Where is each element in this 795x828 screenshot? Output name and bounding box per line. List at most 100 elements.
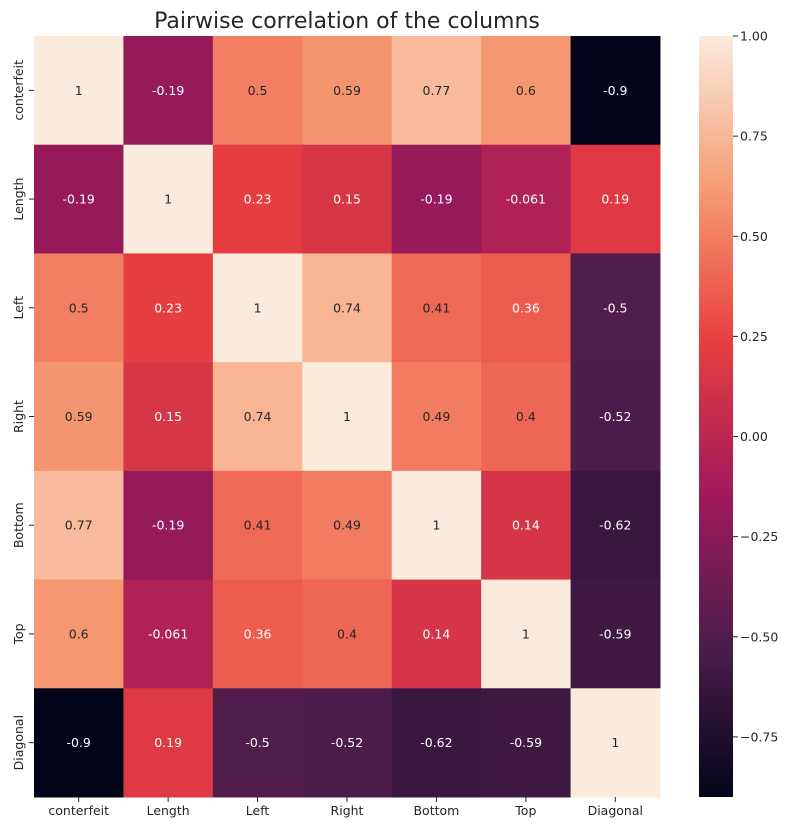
y-tick-label: Right — [11, 400, 26, 433]
cell-value-label: 0.19 — [154, 735, 182, 750]
heatmap-cell — [302, 470, 393, 581]
cell-value-label: 1 — [343, 409, 351, 424]
x-tick-label: Bottom — [413, 803, 459, 818]
heatmap-cell — [570, 362, 661, 472]
cell-value-label: 0.23 — [244, 192, 272, 207]
colorbar: 1.00 0.75 0.50 0.25 0.00 −0.25 −0.50 −0.75 — [699, 29, 778, 797]
heatmap-cell — [391, 688, 482, 798]
cell-value-label: 0.19 — [601, 192, 629, 207]
x-axis: conterfeit Length Left Right Bottom Top Diagon… — [48, 797, 643, 818]
heatmap-cell — [123, 362, 214, 472]
cell-value-label: -0.59 — [599, 626, 631, 641]
heatmap-cell — [212, 688, 303, 798]
x-tick-label: conterfeit — [48, 803, 109, 818]
cell-value-label: -0.061 — [148, 626, 188, 641]
heatmap-cell — [570, 253, 661, 363]
colorbar-tick-label: 0.25 — [740, 329, 768, 344]
heatmap-cell — [570, 36, 661, 146]
y-axis: conterfeit Length Left Right Bottom Top Diagon… — [11, 60, 34, 770]
cell-value-label: 1 — [254, 300, 262, 315]
colorbar-tick-label: 0.50 — [740, 229, 768, 244]
y-tick-label: Left — [11, 296, 26, 320]
cell-value-label: 0.14 — [423, 626, 451, 641]
heatmap-cell — [302, 688, 393, 798]
cell-value-label: 0.6 — [69, 626, 89, 641]
cell-value-label: -0.9 — [67, 735, 91, 750]
heatmap-cell — [34, 579, 124, 689]
heatmap-cell — [481, 36, 572, 146]
y-tick-label: Length — [11, 178, 26, 221]
heatmap-cell — [570, 470, 661, 581]
cell-value-label: -0.5 — [245, 735, 269, 750]
x-tick-label: Right — [331, 803, 364, 818]
heatmap-cell — [302, 144, 393, 254]
cell-value-label: 0.41 — [423, 300, 451, 315]
heatmap-cell — [212, 362, 303, 472]
heatmap-cell — [302, 579, 393, 689]
cell-value-label: -0.19 — [152, 518, 184, 533]
heatmap-cell — [481, 470, 572, 581]
cell-value-label: 1 — [432, 518, 440, 533]
heatmap-cell — [34, 144, 124, 254]
heatmap-cell — [302, 253, 393, 363]
heatmap-cell — [34, 362, 124, 472]
heatmap-cell — [570, 144, 661, 254]
cell-value-label: -0.52 — [599, 409, 631, 424]
cell-value-label: 1 — [522, 626, 530, 641]
heatmap-cell — [481, 253, 572, 363]
heatmap-cell — [570, 579, 661, 689]
cell-value-label: 0.6 — [516, 83, 536, 98]
x-tick-label: Top — [514, 803, 536, 818]
heatmap-cell — [34, 253, 124, 363]
cell-value-label: -0.061 — [506, 192, 546, 207]
heatmap-cell — [123, 253, 214, 363]
cell-value-label: 0.15 — [154, 409, 182, 424]
cell-value-label: 0.23 — [154, 300, 182, 315]
cell-value-label: -0.19 — [420, 192, 452, 207]
heatmap-cell — [212, 470, 303, 581]
colorbar-tick-label: 1.00 — [740, 29, 768, 44]
heatmap-cell — [123, 36, 214, 146]
cell-value-label: -0.62 — [599, 518, 631, 533]
heatmap-cell — [391, 579, 482, 689]
heatmap-cell — [123, 470, 214, 581]
cell-value-label: 0.49 — [423, 409, 451, 424]
heatmap-cell — [481, 144, 572, 254]
chart-title: Pairwise correlation of the columns — [154, 9, 540, 34]
cell-value-label: 0.5 — [69, 300, 89, 315]
cell-value-label: 0.4 — [516, 409, 536, 424]
heatmap-cell-labels: 1 -0.19 0.5 0.59 0.77 0.6 -0.9 -0.19 1 0.23 0.15 -0… — [63, 83, 632, 750]
heatmap-cell — [481, 579, 572, 689]
heatmap-cell — [123, 688, 214, 798]
cell-value-label: 0.5 — [248, 83, 268, 98]
cell-value-label: 0.77 — [65, 518, 93, 533]
cell-value-label: -0.19 — [63, 192, 95, 207]
cell-value-label: 0.59 — [333, 83, 361, 98]
heatmap-cell — [212, 144, 303, 254]
cell-value-label: 0.4 — [337, 626, 357, 641]
heatmap-cells — [34, 36, 661, 798]
y-tick-label: conterfeit — [11, 60, 26, 121]
heatmap-cell — [212, 579, 303, 689]
cell-value-label: -0.62 — [420, 735, 452, 750]
cell-value-label: -0.52 — [331, 735, 363, 750]
heatmap-cell — [481, 362, 572, 472]
heatmap-cell — [212, 253, 303, 363]
colorbar-tick-label: 0.75 — [740, 129, 768, 144]
cell-value-label: 1 — [164, 192, 172, 207]
y-tick-label: Bottom — [11, 502, 26, 548]
heatmap-cell — [391, 362, 482, 472]
heatmap-cell — [391, 36, 482, 146]
heatmap-cell — [34, 36, 124, 146]
heatmap-cell — [481, 688, 572, 798]
cell-value-label: 0.59 — [65, 409, 93, 424]
heatmap-cell — [302, 362, 393, 472]
colorbar-tick-label: −0.50 — [740, 629, 778, 644]
cell-value-label: 0.36 — [244, 626, 272, 641]
cell-value-label: 0.74 — [333, 300, 361, 315]
heatmap-cell — [302, 36, 393, 146]
cell-value-label: 1 — [75, 83, 83, 98]
cell-value-label: 0.74 — [244, 409, 272, 424]
heatmap-cell — [123, 144, 214, 254]
